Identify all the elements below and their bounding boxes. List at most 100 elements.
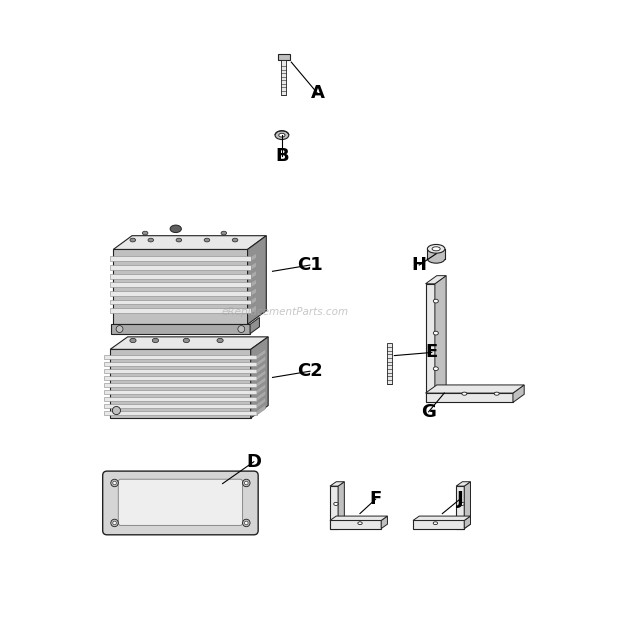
Ellipse shape xyxy=(279,134,285,137)
Ellipse shape xyxy=(462,392,467,395)
Circle shape xyxy=(244,521,248,525)
Polygon shape xyxy=(435,276,446,403)
Polygon shape xyxy=(104,362,257,366)
Text: F: F xyxy=(370,490,382,508)
Polygon shape xyxy=(110,337,268,350)
Polygon shape xyxy=(281,60,286,94)
Polygon shape xyxy=(251,271,256,278)
Circle shape xyxy=(244,481,248,484)
Text: E: E xyxy=(426,343,438,362)
Polygon shape xyxy=(464,482,471,529)
Ellipse shape xyxy=(494,392,499,395)
Circle shape xyxy=(242,479,250,487)
Polygon shape xyxy=(110,256,251,261)
Polygon shape xyxy=(464,516,471,529)
Circle shape xyxy=(116,326,123,333)
Polygon shape xyxy=(425,393,513,403)
Ellipse shape xyxy=(176,238,182,242)
Ellipse shape xyxy=(433,522,438,525)
Polygon shape xyxy=(456,486,464,529)
Polygon shape xyxy=(413,516,471,520)
Ellipse shape xyxy=(427,244,445,253)
Ellipse shape xyxy=(184,338,190,343)
Polygon shape xyxy=(110,300,251,304)
Polygon shape xyxy=(113,249,247,324)
Polygon shape xyxy=(257,356,265,366)
Polygon shape xyxy=(330,486,338,529)
Polygon shape xyxy=(104,390,257,394)
Ellipse shape xyxy=(358,522,362,525)
Ellipse shape xyxy=(334,502,338,505)
Polygon shape xyxy=(104,411,257,415)
Polygon shape xyxy=(513,385,524,403)
Polygon shape xyxy=(110,274,251,278)
Ellipse shape xyxy=(204,238,210,242)
Ellipse shape xyxy=(148,238,154,242)
Text: eReplacementParts.com: eReplacementParts.com xyxy=(221,307,348,317)
Polygon shape xyxy=(251,253,256,261)
Ellipse shape xyxy=(170,225,182,232)
Text: C1: C1 xyxy=(297,256,323,274)
FancyBboxPatch shape xyxy=(103,471,258,535)
Circle shape xyxy=(242,519,250,527)
Polygon shape xyxy=(104,404,257,408)
Ellipse shape xyxy=(433,331,438,335)
Polygon shape xyxy=(110,350,250,418)
Circle shape xyxy=(113,521,117,525)
Polygon shape xyxy=(110,265,251,270)
Polygon shape xyxy=(251,279,256,287)
Polygon shape xyxy=(425,385,524,393)
Polygon shape xyxy=(456,482,471,486)
Circle shape xyxy=(238,326,245,333)
Polygon shape xyxy=(250,337,268,418)
Text: G: G xyxy=(421,403,436,421)
Polygon shape xyxy=(257,349,265,359)
Text: J: J xyxy=(456,490,463,508)
Circle shape xyxy=(111,479,118,487)
Polygon shape xyxy=(104,383,257,387)
Ellipse shape xyxy=(232,238,238,242)
Polygon shape xyxy=(104,355,257,359)
Polygon shape xyxy=(251,288,256,296)
Polygon shape xyxy=(104,376,257,381)
Polygon shape xyxy=(251,306,256,313)
Ellipse shape xyxy=(433,367,438,370)
Polygon shape xyxy=(330,482,344,486)
Polygon shape xyxy=(257,391,265,401)
Polygon shape xyxy=(257,398,265,408)
Polygon shape xyxy=(110,291,251,296)
Polygon shape xyxy=(251,297,256,304)
Polygon shape xyxy=(413,520,464,529)
Polygon shape xyxy=(257,377,265,387)
Circle shape xyxy=(112,406,120,415)
Polygon shape xyxy=(330,516,388,520)
Polygon shape xyxy=(110,282,251,287)
Polygon shape xyxy=(257,363,265,374)
Polygon shape xyxy=(111,324,250,334)
Ellipse shape xyxy=(217,338,223,343)
Ellipse shape xyxy=(460,502,464,505)
Polygon shape xyxy=(425,284,435,403)
Text: A: A xyxy=(311,84,324,102)
Circle shape xyxy=(111,519,118,527)
Polygon shape xyxy=(381,516,388,529)
Polygon shape xyxy=(113,236,266,249)
Polygon shape xyxy=(257,384,265,394)
Ellipse shape xyxy=(130,238,136,242)
Ellipse shape xyxy=(143,231,148,235)
Ellipse shape xyxy=(427,255,445,263)
Polygon shape xyxy=(330,520,381,529)
Text: D: D xyxy=(246,453,261,471)
Polygon shape xyxy=(278,54,290,60)
Text: H: H xyxy=(412,256,427,274)
Ellipse shape xyxy=(130,338,136,343)
Polygon shape xyxy=(257,404,265,415)
Ellipse shape xyxy=(432,247,440,251)
FancyBboxPatch shape xyxy=(118,479,242,525)
Polygon shape xyxy=(257,370,265,381)
Text: B: B xyxy=(275,147,289,165)
Polygon shape xyxy=(388,343,392,384)
Text: C2: C2 xyxy=(297,362,323,380)
Polygon shape xyxy=(338,482,344,529)
Ellipse shape xyxy=(433,299,438,303)
